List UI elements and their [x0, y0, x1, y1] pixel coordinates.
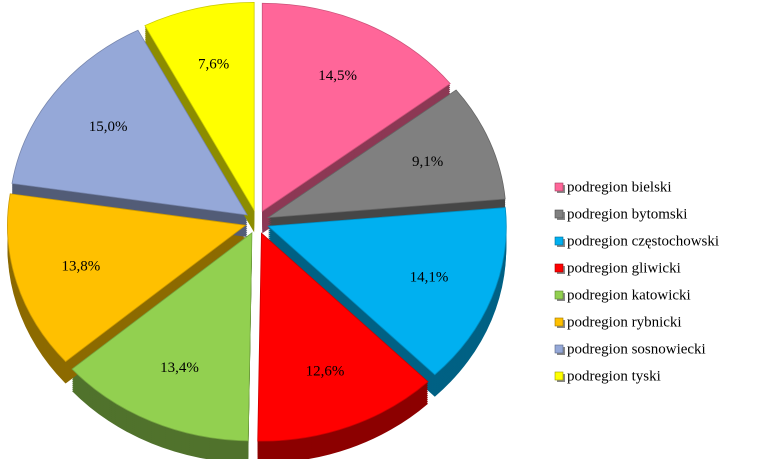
slice — [257, 232, 429, 442]
data-label: 15,0% — [89, 119, 128, 135]
data-label: 14,5% — [318, 68, 357, 84]
legend-swatch — [554, 236, 564, 246]
legend-swatch — [554, 209, 564, 219]
data-label: 13,8% — [61, 258, 100, 274]
slice — [261, 2, 451, 212]
legend-swatch — [554, 371, 564, 381]
data-label: 9,1% — [412, 154, 443, 170]
legend-label: podregion częstochowski — [567, 233, 719, 249]
legend-label: podregion sosnowiecki — [567, 341, 706, 357]
data-label: 14,1% — [410, 269, 449, 285]
slice — [7, 193, 247, 363]
legend-label: podregion bytomski — [567, 206, 687, 222]
data-label: 13,4% — [160, 360, 199, 376]
legend-swatch — [554, 263, 564, 273]
slice — [11, 29, 249, 216]
slice — [267, 207, 507, 376]
legend-label: podregion tyski — [567, 368, 661, 384]
legend-label: podregion bielski — [567, 179, 672, 195]
legend-swatch — [554, 182, 564, 192]
slice — [144, 1, 255, 212]
slice — [266, 89, 506, 219]
data-label: 7,6% — [198, 56, 229, 72]
legend-swatch — [554, 290, 564, 300]
legend-label: podregion rybnicki — [567, 314, 682, 330]
data-label: 12,6% — [306, 364, 345, 380]
slice — [71, 232, 253, 442]
legend-label: podregion gliwicki — [567, 260, 681, 276]
legend-swatch — [554, 344, 564, 354]
legend-label: podregion katowicki — [567, 287, 691, 303]
legend-swatch — [554, 317, 564, 327]
